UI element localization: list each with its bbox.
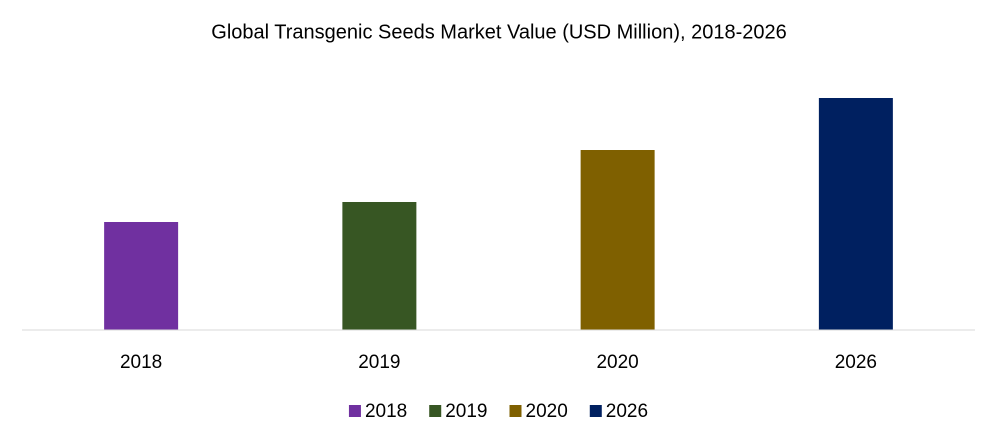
x-tick-label: 2018 xyxy=(120,352,162,373)
legend-swatch xyxy=(348,405,361,417)
legend-label: 2018 xyxy=(365,401,407,422)
legend-label: 2019 xyxy=(445,401,487,422)
bar xyxy=(818,98,893,330)
chart-title: Global Transgenic Seeds Market Value (US… xyxy=(211,21,786,43)
bar xyxy=(580,150,655,330)
legend-swatch xyxy=(509,405,522,417)
bar xyxy=(342,202,417,330)
bar xyxy=(104,222,179,330)
x-tick-label: 2026 xyxy=(835,352,877,373)
legend-label: 2026 xyxy=(606,401,648,422)
legend-swatch xyxy=(429,405,442,417)
x-tick-label: 2019 xyxy=(358,352,400,373)
legend-label: 2020 xyxy=(526,401,568,422)
x-tick-label: 2020 xyxy=(596,352,638,373)
legend-swatch xyxy=(589,405,602,417)
